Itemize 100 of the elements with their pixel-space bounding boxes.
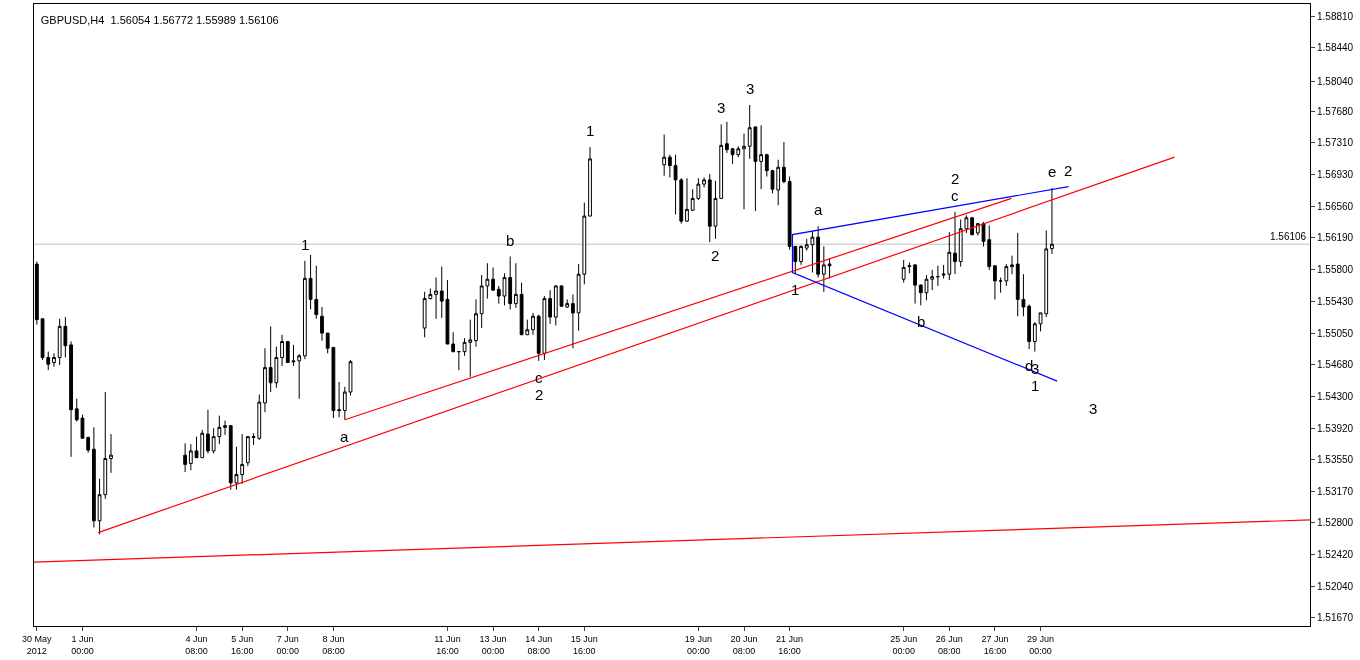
candlestick: [91, 426, 96, 529]
candlestick: [970, 217, 975, 236]
candlestick: [1050, 187, 1054, 255]
candlestick: [206, 409, 210, 454]
candlestick: [901, 259, 906, 284]
x-tick-label: 14 Jun 08:00: [525, 633, 553, 656]
x-tick-label: 11 Jun 16:00: [434, 633, 461, 656]
annotation: 3: [717, 99, 726, 116]
candlestick: [1027, 303, 1032, 350]
candlestick: [816, 225, 821, 279]
y-tick-label: 1.52040: [1317, 580, 1354, 592]
x-tick-label: 29 Jun 00:00: [1027, 633, 1055, 656]
x-tick-label: 13 Jun 00:00: [479, 633, 507, 656]
x-tick-label: 4 Jun 08:00: [185, 633, 208, 656]
candlestick: [662, 133, 667, 177]
candlestick: [263, 347, 267, 413]
candlestick: [685, 177, 689, 223]
candlestick: [320, 306, 324, 342]
candlestick: [531, 312, 535, 336]
candlestick: [223, 420, 227, 436]
x-tick-label: 19 Jun 00:00: [684, 633, 712, 656]
x-tick-label: 20 Jun 08:00: [730, 633, 758, 656]
candlestick: [434, 277, 438, 320]
candlestick: [52, 352, 56, 368]
y-tick-label: 1.57310: [1317, 137, 1354, 149]
x-tick-label: 15 Jun 16:00: [570, 633, 598, 656]
annotation: 3: [746, 80, 755, 97]
y-tick-label: 1.55050: [1317, 327, 1354, 339]
annotation: 2: [535, 386, 544, 403]
ref-line-label: 1.56106: [1270, 231, 1307, 242]
candlestick: [998, 277, 1003, 294]
annotation: a: [340, 428, 349, 445]
x-tick-label: 8 Jun 08:00: [322, 633, 345, 656]
y-tick-label: 1.53920: [1317, 422, 1354, 434]
annotation: 2: [951, 170, 960, 187]
candlestick: [109, 433, 113, 474]
x-tick-label: 27 Jun 16:00: [981, 633, 1009, 656]
y-tick-label: 1.55800: [1317, 264, 1354, 276]
y-tick-label: 1.54680: [1317, 358, 1354, 370]
candlestick: [907, 261, 912, 274]
candlestick: [1004, 263, 1009, 287]
candlestick: [1010, 255, 1014, 275]
y-tick-label: 1.53550: [1317, 453, 1354, 465]
candlestick: [724, 121, 729, 154]
annotation: e: [1048, 163, 1057, 180]
y-tick-label: 1.58440: [1317, 42, 1354, 54]
candlestick: [782, 141, 786, 184]
y-tick-label: 1.56560: [1317, 200, 1354, 212]
candlestick: [799, 245, 803, 266]
y-tick-label: 1.53170: [1317, 485, 1354, 497]
candlestick: [513, 262, 518, 309]
x-tick-label: 5 Jun 16:00: [230, 633, 254, 656]
candlestick: [953, 211, 957, 275]
annotation: 1: [1031, 377, 1040, 394]
y-tick-label: 1.51670: [1317, 612, 1354, 624]
candlestick: [456, 351, 461, 371]
x-tick-label: 26 Jun 08:00: [935, 633, 963, 656]
y-tick-label: 1.55430: [1317, 295, 1354, 307]
candlestick: [280, 334, 284, 367]
candlestick: [667, 154, 672, 178]
candlestick: [913, 263, 917, 305]
y-tick-label: 1.56930: [1317, 169, 1354, 181]
candlestick: [491, 266, 495, 292]
line-series: [791, 186, 1070, 382]
candlestick: [588, 146, 592, 217]
candlestick: [548, 289, 552, 325]
candlestick: [302, 260, 307, 360]
candlestick: [183, 442, 188, 473]
candlestick: [993, 265, 997, 300]
candlestick: [245, 436, 250, 467]
candlestick: [702, 176, 706, 188]
candlestick: [936, 265, 940, 287]
annotation: 1: [301, 236, 310, 253]
y-tick-label: 1.52800: [1317, 516, 1354, 528]
annotation: a: [814, 201, 823, 218]
candlestick: [69, 341, 73, 458]
x-tick-label: 7 Jun 00:00: [276, 633, 300, 656]
annotation: 2: [1064, 162, 1073, 179]
y-tick-label: 1.56190: [1317, 231, 1354, 243]
y-tick-label: 1.57680: [1317, 106, 1354, 118]
annotation: c: [951, 187, 959, 204]
x-tick-label: 1 Jun 00:00: [71, 633, 94, 656]
y-tick-label: 1.58040: [1317, 75, 1354, 87]
y-tick-label: 1.52420: [1317, 548, 1354, 560]
candlestick: [742, 133, 746, 210]
text: GBPUSD,H4 1.56054 1.56772 1.55989 1.56106: [40, 14, 279, 27]
candlestick: [759, 124, 763, 190]
annotation: 1: [586, 122, 595, 139]
y-tick-label: 1.58810: [1317, 11, 1354, 23]
x-tick-label: 30 May 2012: [22, 633, 53, 656]
candlestick: [1032, 321, 1037, 353]
annotation: 3: [1089, 400, 1098, 417]
annotation: b: [506, 232, 515, 249]
x-tick-label: 21 Jun 16:00: [776, 633, 804, 656]
candlestick: [337, 381, 341, 418]
candlestick: [571, 293, 575, 349]
candlestick: [474, 298, 478, 348]
y-tick-label: 1.54300: [1317, 390, 1354, 402]
annotation: 2: [711, 247, 720, 264]
x-tick-label: 25 Jun 00:00: [890, 633, 918, 656]
